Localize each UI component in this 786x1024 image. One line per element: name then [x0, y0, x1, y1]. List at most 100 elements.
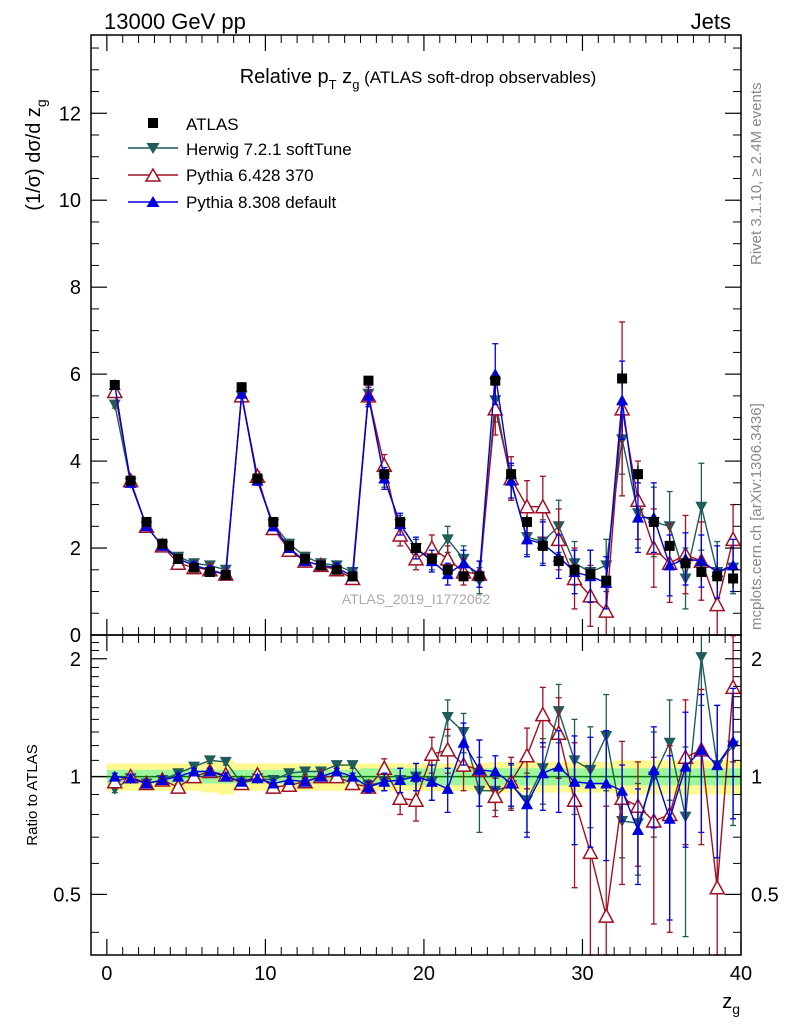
main-point-atlas	[395, 516, 406, 527]
main-point-atlas	[442, 564, 453, 575]
ratio-axes: 0.5 0.51 12 20 10 20 30 40	[53, 635, 779, 985]
xlabel: zg	[722, 991, 740, 1017]
ratio-point-pythia8	[267, 777, 280, 789]
main-point-atlas	[712, 571, 723, 582]
main-point-atlas	[363, 375, 374, 386]
ratio-point-pythia8	[124, 772, 137, 784]
ratio-point-pythia8	[616, 784, 629, 796]
main-point-atlas	[506, 469, 517, 480]
main-point-atlas	[347, 571, 358, 582]
ratio-ytick-label: 0.5	[53, 884, 81, 906]
ratio-point-pythia8	[108, 770, 121, 782]
ratio-point-pythia8	[203, 765, 216, 777]
ratio-point-pythia8	[172, 770, 185, 782]
main-point-atlas	[109, 380, 120, 390]
ratio-xtick-label: 40	[730, 963, 752, 985]
main-ytick-label: 8	[70, 277, 81, 299]
ratio-ytick-label: 1	[70, 767, 81, 789]
ratio-point-pythia6	[439, 741, 456, 757]
legend-label-pythia8: Pythia 8.308 default	[186, 193, 337, 212]
ratio-point-pythia8	[631, 824, 644, 836]
main-series-layer	[106, 321, 742, 636]
ratio-point-pythia8	[568, 775, 581, 787]
ratio-point-pythia6	[534, 706, 552, 722]
main-point-atlas	[490, 375, 501, 386]
ratio-point-pythia8	[536, 767, 549, 779]
ratio-point-pythia6	[169, 778, 187, 794]
ratio-series-layer	[106, 634, 742, 956]
main-series-atlas	[109, 369, 739, 588]
main-ytick-label: 0	[70, 625, 81, 647]
main-series-pythia6	[106, 321, 742, 636]
ratio-point-pythia6	[518, 747, 536, 763]
main-point-atlas	[411, 543, 421, 554]
xlabel-sub: g	[732, 1001, 740, 1017]
ratio-point-pythia8	[140, 777, 153, 789]
ratio-xtick-label: 10	[254, 963, 276, 985]
main-point-atlas	[426, 553, 437, 564]
legend-marker-herwig	[146, 143, 160, 154]
ratio-point-pythia8	[346, 770, 359, 782]
ratio-xtick-label: 0	[101, 963, 112, 985]
ratio-ytick-label-right: 1	[751, 767, 762, 789]
ratio-plot: 0.5 0.51 12 20 10 20 30 40 Ratio to ATLAS zg	[24, 634, 779, 1017]
ratio-point-pythia8	[727, 735, 740, 747]
legend-marker-atlas	[148, 118, 158, 128]
ratio-point-pythia8	[473, 763, 486, 775]
legend-label-pythia6: Pythia 6.428 370	[186, 166, 314, 185]
main-ytick-label: 12	[59, 103, 81, 125]
ratio-point-herwig	[695, 652, 708, 664]
legend-marker-pythia6	[144, 167, 162, 182]
ratio-point-pythia8	[299, 775, 312, 787]
main-point-atlas	[601, 575, 612, 586]
main-watermark: ATLAS_2019_I1772062	[342, 591, 491, 607]
main-point-pythia8	[663, 559, 676, 571]
ratio-point-pythia6	[344, 774, 361, 791]
ratio-line-pythia8	[114, 741, 734, 833]
legend-marker-pythia8	[146, 196, 160, 207]
legend-label-atlas: ATLAS	[186, 115, 239, 134]
ratio-point-pythia8	[489, 765, 502, 777]
ratio-point-pythia8	[663, 812, 676, 824]
ratio-point-pythia8	[283, 773, 296, 785]
main-point-atlas	[315, 560, 326, 571]
ratio-ytick-label: 2	[70, 649, 81, 671]
ratio-point-pythia8	[188, 765, 201, 777]
main-point-pythia8	[631, 511, 644, 523]
ratio-point-pythia8	[314, 770, 327, 782]
main-ytick-label: 6	[70, 364, 81, 386]
ratio-point-pythia8	[394, 773, 407, 785]
ratio-series-pythia8	[108, 687, 740, 921]
mcplots-label: mcplots.cern.ch [arXiv:1306.3436]	[748, 403, 765, 630]
main-point-pythia6	[534, 498, 552, 514]
main-point-atlas	[617, 373, 628, 384]
legend-entry-herwig: Herwig 7.2.1 softTune	[128, 140, 352, 159]
rivet-label: Rivet 3.1.10, ≥ 2.4M events	[748, 83, 765, 266]
ratio-point-pythia8	[362, 781, 375, 793]
ratio-ytick-label-right: 2	[751, 649, 762, 671]
ratio-point-pythia8	[552, 760, 565, 772]
ratio-point-pythia8	[505, 777, 518, 789]
category-label: Jets	[691, 9, 731, 34]
ratio-plot-frame	[90, 634, 742, 956]
main-point-herwig	[695, 501, 708, 513]
ratio-point-pythia8	[235, 775, 248, 787]
main-point-atlas	[521, 516, 532, 527]
main-point-atlas	[284, 540, 295, 551]
main-point-atlas	[236, 382, 247, 393]
ratio-point-herwig	[441, 711, 454, 723]
main-point-atlas	[300, 553, 311, 564]
ratio-point-pythia6	[582, 843, 599, 860]
ratio-ytick-label-right: 0.5	[751, 884, 779, 906]
main-ylabel-sub: g	[33, 99, 49, 107]
main-plot: 0 2 4 6 8 10 12 ATLAS_2019_I1772062 Relative p…	[23, 34, 742, 647]
title-post: (ATLAS soft-drop observables)	[359, 68, 596, 87]
ratio-point-pythia8	[711, 759, 724, 771]
ratio-line-herwig	[114, 656, 734, 824]
main-ylabel: (1/σ) dσ/d zg	[23, 99, 49, 210]
ratio-point-herwig	[346, 760, 359, 772]
ratio-point-herwig	[203, 755, 216, 767]
ratio-point-pythia6	[597, 907, 615, 923]
main-point-atlas	[553, 556, 564, 567]
main-ytick-label: 4	[70, 451, 81, 473]
